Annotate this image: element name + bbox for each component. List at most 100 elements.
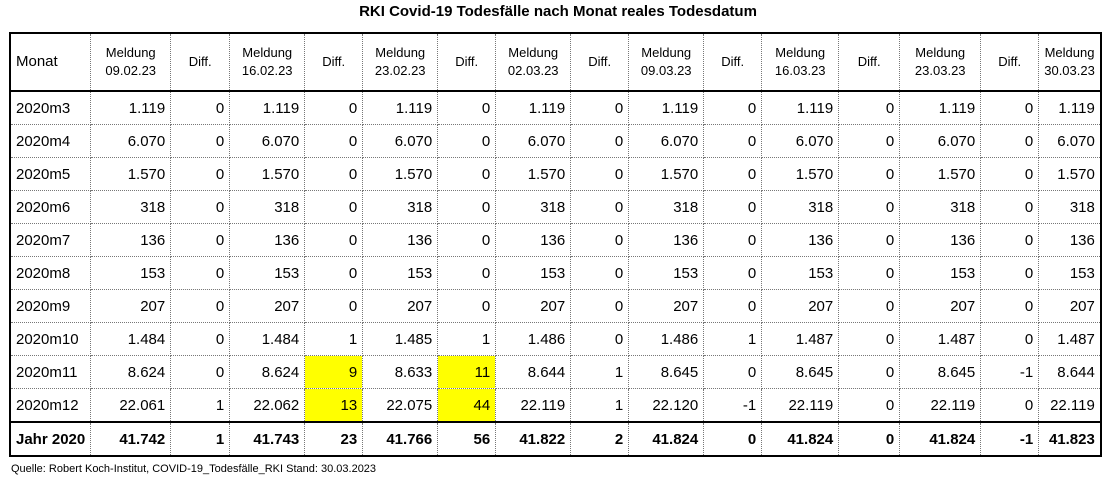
value-cell: 8.624 (229, 355, 306, 389)
value-cell: 1.570 (761, 157, 840, 191)
value-cell: 22.119 (495, 388, 572, 423)
value-cell: 22.062 (229, 388, 306, 423)
diff-cell: 0 (703, 289, 763, 323)
diff-cell: 1 (170, 388, 231, 423)
value-cell: 153 (761, 256, 840, 290)
header-line1: Diff. (857, 54, 881, 69)
diff-cell: 0 (170, 223, 231, 257)
header-meldung: Meldung 09.03.23 (628, 32, 705, 92)
diff-cell: 0 (170, 124, 231, 158)
header-diff: Diff. (570, 32, 630, 92)
value-cell: 1.486 (628, 322, 705, 356)
total-cell: 41.742 (90, 421, 172, 457)
value-cell: 207 (628, 289, 705, 323)
value-cell: 136 (761, 223, 840, 257)
value-cell: 1.570 (899, 157, 982, 191)
diff-cell: 0 (304, 289, 364, 323)
total-cell: 41.766 (362, 421, 439, 457)
value-cell: 1.486 (495, 322, 572, 356)
diff-cell: 0 (980, 256, 1040, 290)
value-cell: 136 (362, 223, 439, 257)
value-cell: 153 (899, 256, 982, 290)
diff-cell: 1 (570, 388, 630, 423)
value-cell: 318 (628, 190, 705, 224)
diff-cell: 0 (703, 223, 763, 257)
diff-cell: 0 (980, 289, 1040, 323)
value-cell: 1.119 (899, 91, 982, 125)
diff-cell: 0 (570, 223, 630, 257)
header-meldung: Meldung 23.02.23 (362, 32, 439, 92)
value-cell: 8.644 (495, 355, 572, 389)
header-diff: Diff. (838, 32, 901, 92)
value-cell: 8.645 (761, 355, 840, 389)
header-line1: Meldung (242, 45, 293, 60)
value-cell: 1.119 (761, 91, 840, 125)
value-cell: 136 (90, 223, 172, 257)
header-row: Monat Meldung 09.02.23 Diff. Meldung 16.02.2… (9, 32, 1102, 92)
diff-cell: 0 (703, 355, 763, 389)
value-cell: 318 (362, 190, 439, 224)
diff-cell: 0 (437, 157, 497, 191)
table-row: 2020m10 1.484 0 1.484 1 1.485 1 1.486 0 1.486 1 1.4… (9, 322, 1102, 356)
diff-cell: 0 (838, 355, 901, 389)
value-cell: 22.119 (899, 388, 982, 423)
table-row: 2020m4 6.070 0 6.070 0 6.070 0 6.070 0 6.070 0 6.07… (9, 124, 1102, 158)
header-line1: Diff. (998, 54, 1022, 69)
header-date: 30.03.23 (1044, 63, 1095, 78)
row-label: 2020m10 (9, 322, 92, 356)
value-cell: 22.119 (1038, 388, 1102, 423)
value-cell: 1.119 (90, 91, 172, 125)
value-cell: 6.070 (628, 124, 705, 158)
diff-cell: 0 (170, 322, 231, 356)
diff-cell: 0 (437, 289, 497, 323)
value-cell: 1.484 (229, 322, 306, 356)
diff-cell: 9 (304, 355, 364, 389)
value-cell: 136 (628, 223, 705, 257)
diff-cell: 0 (980, 190, 1040, 224)
diff-cell: 0 (170, 91, 231, 125)
header-line1: Meldung (375, 45, 426, 60)
value-cell: 1.485 (362, 322, 439, 356)
header-line1: Meldung (508, 45, 559, 60)
value-cell: 1.570 (495, 157, 572, 191)
table-row: 2020m8 153 0 153 0 153 0 153 0 153 0 153 0 153 0 153 (9, 256, 1102, 290)
header-line1: Diff. (721, 54, 745, 69)
row-label: 2020m11 (9, 355, 92, 389)
header-diff: Diff. (304, 32, 364, 92)
diff-cell: 0 (980, 388, 1040, 423)
value-cell: 22.061 (90, 388, 172, 423)
row-label: 2020m12 (9, 388, 92, 423)
row-label: 2020m9 (9, 289, 92, 323)
diff-cell: 0 (170, 157, 231, 191)
diff-cell: 0 (304, 223, 364, 257)
diff-cell: 0 (170, 256, 231, 290)
row-label: 2020m3 (9, 91, 92, 125)
diff-cell: 0 (437, 256, 497, 290)
value-cell: 1.570 (90, 157, 172, 191)
value-cell: 1.487 (1038, 322, 1102, 356)
table-row: 2020m11 8.624 0 8.624 9 8.633 11 8.644 1 8.645 0 8.… (9, 355, 1102, 389)
diff-cell: 0 (980, 157, 1040, 191)
total-row: Jahr 2020 41.742 1 41.743 23 41.766 56 41.822 2 4… (9, 421, 1102, 457)
diff-cell: 44 (437, 388, 497, 423)
value-cell: 318 (90, 190, 172, 224)
table-row: 2020m3 1.119 0 1.119 0 1.119 0 1.119 0 1.119 0 1.11… (9, 91, 1102, 125)
value-cell: 207 (362, 289, 439, 323)
header-meldung: Meldung 23.03.23 (899, 32, 982, 92)
header-line1: Meldung (641, 45, 692, 60)
value-cell: 6.070 (761, 124, 840, 158)
header-date: 23.03.23 (914, 63, 966, 78)
row-label: 2020m8 (9, 256, 92, 290)
value-cell: 1.570 (628, 157, 705, 191)
diff-cell: 1 (570, 355, 630, 389)
diff-cell: 0 (304, 124, 364, 158)
value-cell: 1.484 (90, 322, 172, 356)
diff-cell: 0 (570, 124, 630, 158)
diff-cell: 0 (838, 388, 901, 423)
diff-cell: 0 (437, 124, 497, 158)
header-line1: Diff. (188, 54, 212, 69)
table-row: 2020m12 22.061 1 22.062 13 22.075 44 22.119 1 22.… (9, 388, 1102, 423)
value-cell: 136 (899, 223, 982, 257)
header-date: 16.02.23 (241, 63, 293, 78)
value-cell: 6.070 (362, 124, 439, 158)
